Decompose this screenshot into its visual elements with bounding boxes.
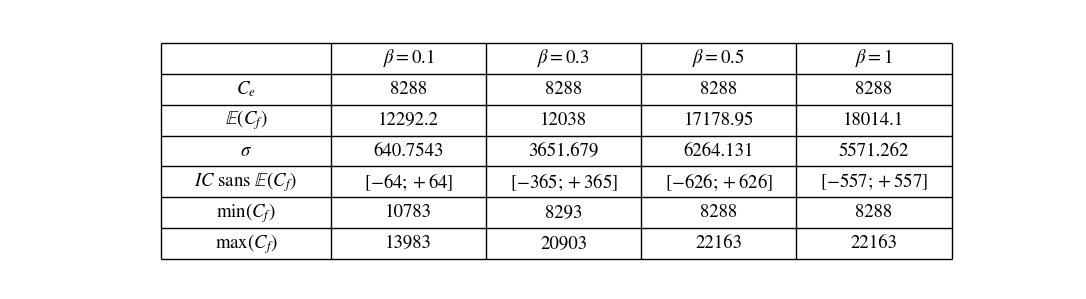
Text: 8293: 8293: [545, 204, 582, 221]
Text: $\beta = 0.1$: $\beta = 0.1$: [382, 47, 434, 69]
Text: $C_e$: $C_e$: [236, 79, 256, 99]
Text: 22163: 22163: [695, 235, 742, 252]
Text: $\mathbb{E}(C_f)$: $\mathbb{E}(C_f)$: [225, 108, 267, 132]
Text: 13983: 13983: [386, 235, 432, 252]
Text: 18014.1: 18014.1: [843, 112, 905, 129]
Text: $[-557;+557]$: $[-557;+557]$: [820, 172, 927, 192]
Text: 8288: 8288: [856, 81, 893, 98]
Text: $\sigma$: $\sigma$: [240, 142, 252, 160]
Text: 17178.95: 17178.95: [683, 112, 754, 129]
Text: $IC$ sans $\mathbb{E}(C_f)$: $IC$ sans $\mathbb{E}(C_f)$: [194, 170, 298, 194]
Text: $\beta = 0.5$: $\beta = 0.5$: [693, 47, 745, 69]
Text: 5571.262: 5571.262: [838, 142, 909, 160]
Text: 640.7543: 640.7543: [374, 142, 444, 160]
Text: $\beta = 1$: $\beta = 1$: [855, 47, 893, 69]
Text: 8288: 8288: [700, 81, 737, 98]
Text: 3651.679: 3651.679: [529, 142, 598, 160]
Text: 8288: 8288: [390, 81, 427, 98]
Text: 6264.131: 6264.131: [683, 142, 754, 160]
Text: $[-365;+365]$: $[-365;+365]$: [509, 171, 618, 193]
Text: 8288: 8288: [545, 81, 582, 98]
Text: 8288: 8288: [700, 204, 737, 221]
Text: $\min(C_f)$: $\min(C_f)$: [216, 201, 276, 225]
Text: 12038: 12038: [540, 112, 588, 129]
Text: 10783: 10783: [386, 204, 432, 221]
Text: 20903: 20903: [540, 235, 588, 252]
Text: $\beta = 0.3$: $\beta = 0.3$: [538, 47, 590, 69]
Text: 22163: 22163: [850, 235, 897, 252]
Text: 8288: 8288: [856, 204, 893, 221]
Text: $[-64;+64]$: $[-64;+64]$: [364, 171, 453, 193]
Text: $\max(C_f)$: $\max(C_f)$: [215, 232, 278, 256]
Text: 12292.2: 12292.2: [378, 112, 439, 129]
Text: $[-626;+626]$: $[-626;+626]$: [665, 171, 773, 193]
